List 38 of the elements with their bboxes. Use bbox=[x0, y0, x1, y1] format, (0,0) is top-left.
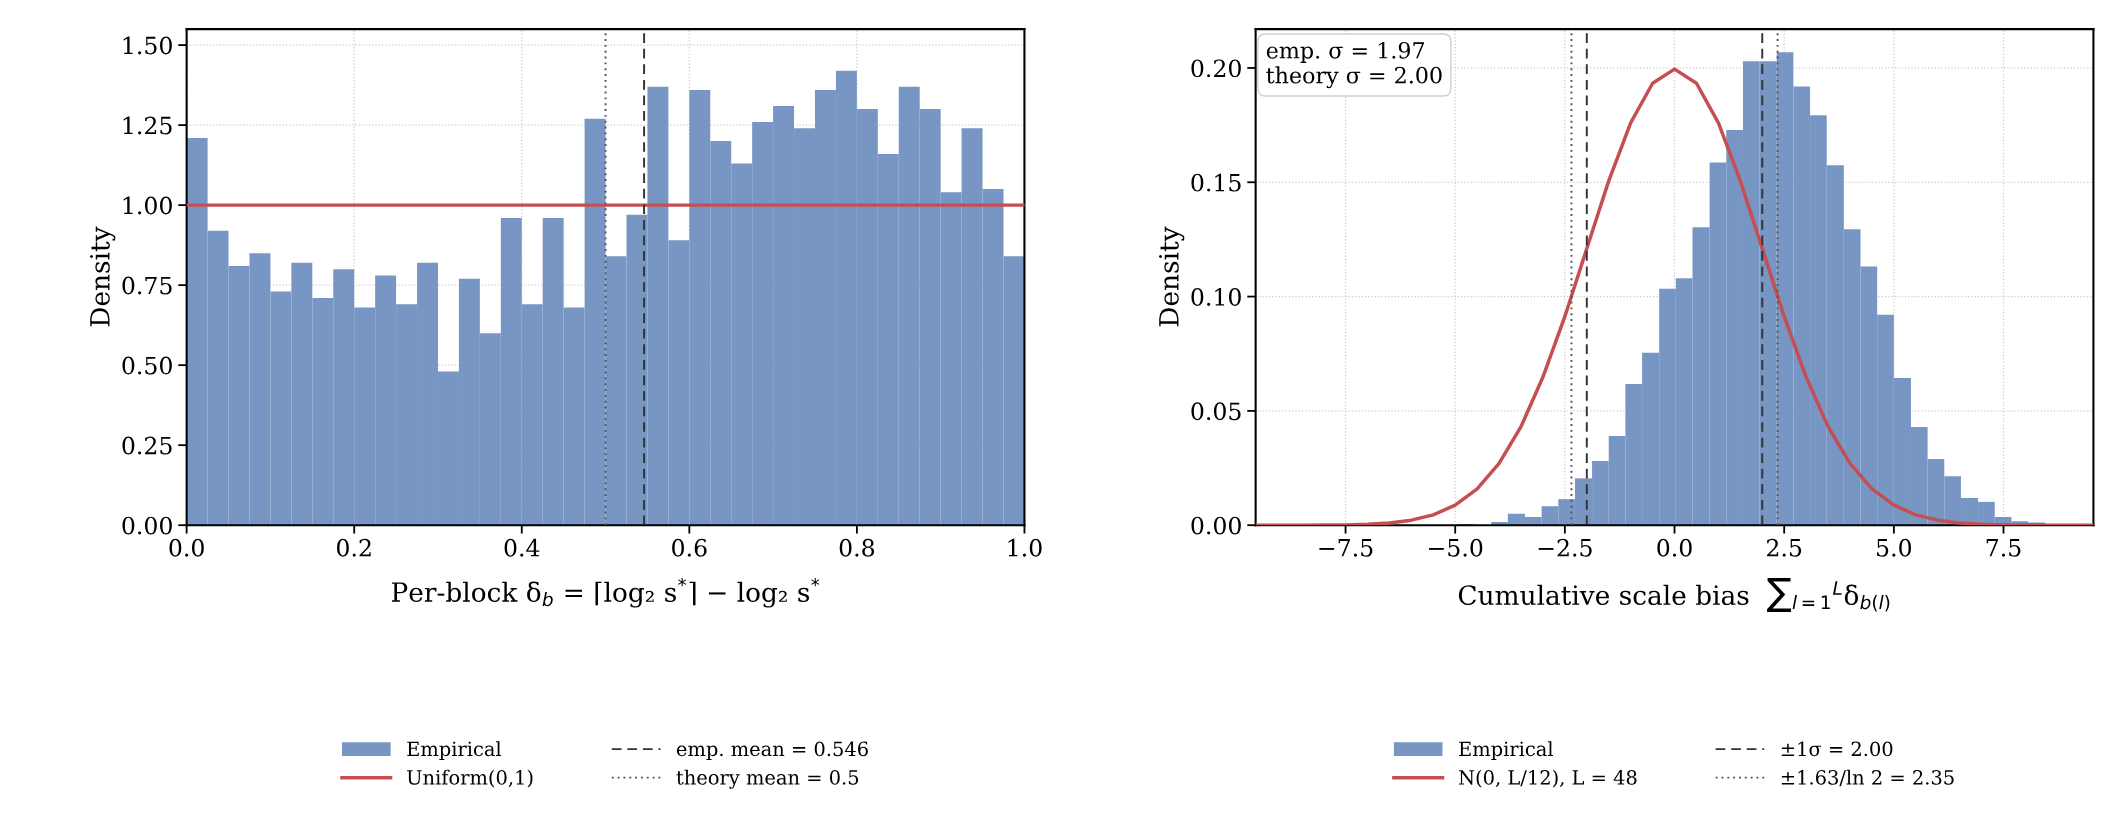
y-tick-label: 0.10 bbox=[1191, 288, 1241, 306]
x-tick-label: −7.5 bbox=[1319, 539, 1373, 557]
y-tick-label: 0.50 bbox=[122, 356, 172, 375]
x-tick-label: 2.5 bbox=[1767, 538, 1802, 557]
legend-label: ±1.63/ln 2 = 2.35 bbox=[1781, 769, 1954, 787]
y-tick-label: 1.00 bbox=[123, 196, 172, 215]
x-axis-title: Per-block δ$_{b}$ = ⌈log₂ s$^{*}$⌉ − log₂ s$^{*}$ bbox=[391, 577, 820, 608]
y-tick-label: 0.05 bbox=[1191, 402, 1241, 421]
legend-label: Uniform(0,1) bbox=[407, 769, 533, 788]
x-tick-label: 7.5 bbox=[1986, 539, 2021, 557]
y-tick-label: 0.75 bbox=[122, 276, 172, 295]
x-tick-label: 0.0 bbox=[169, 538, 204, 557]
annotation: emp. σ = 1.97 theory σ = 2.00 bbox=[1266, 41, 1442, 89]
legend-label: emp. mean = 0.546 bbox=[676, 741, 868, 760]
x-tick-label: −5.0 bbox=[1429, 538, 1483, 557]
legend-label: Empirical bbox=[407, 741, 502, 760]
x-tick-label: 0.2 bbox=[336, 538, 371, 557]
y-axis-title: Density bbox=[1159, 226, 1185, 327]
y-tick-label: 1.25 bbox=[123, 116, 172, 135]
x-tick-label: 5.0 bbox=[1877, 538, 1912, 557]
y-axis-title: Density bbox=[90, 226, 116, 327]
x-tick-label: 1.0 bbox=[1008, 538, 1042, 557]
x-tick-label: 0.0 bbox=[1657, 538, 1692, 557]
legend-label: N(0, L/12), L = 48 bbox=[1459, 769, 1637, 788]
x-tick-label: 0.4 bbox=[504, 538, 540, 557]
x-tick-label: −2.5 bbox=[1538, 538, 1592, 557]
y-tick-label: 0.25 bbox=[122, 436, 172, 455]
legend-label: ±1σ = 2.00 bbox=[1781, 741, 1893, 757]
y-tick-label: 0.15 bbox=[1191, 173, 1241, 192]
legend-label: theory mean = 0.5 bbox=[676, 769, 859, 789]
x-axis-title: Cumulative scale bias ∑$_{l=1}$$^{L}$δ$_{b(l)}$ bbox=[1458, 577, 1890, 612]
x-tick-label: 0.8 bbox=[839, 538, 875, 557]
y-tick-label: 0.20 bbox=[1191, 59, 1241, 78]
y-tick-label: 1.50 bbox=[123, 36, 172, 55]
y-tick-label: 0.00 bbox=[1191, 516, 1241, 535]
y-tick-label: 0.00 bbox=[122, 516, 172, 535]
x-tick-label: 0.6 bbox=[672, 538, 707, 557]
legend-label: Empirical bbox=[1459, 741, 1553, 760]
